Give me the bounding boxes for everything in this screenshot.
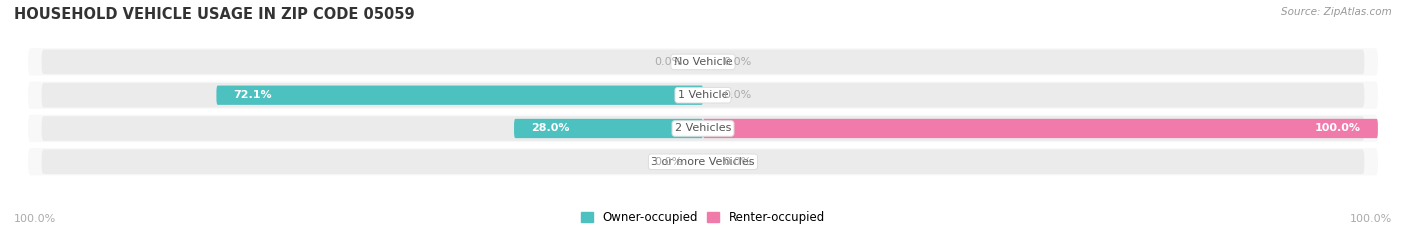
FancyBboxPatch shape (515, 119, 703, 138)
FancyBboxPatch shape (28, 82, 1378, 109)
Text: 2 Vehicles: 2 Vehicles (675, 123, 731, 134)
FancyBboxPatch shape (28, 148, 1378, 175)
Text: 100.0%: 100.0% (1315, 123, 1361, 134)
FancyBboxPatch shape (28, 115, 1378, 142)
FancyBboxPatch shape (217, 86, 703, 105)
Text: 3 or more Vehicles: 3 or more Vehicles (651, 157, 755, 167)
Text: 72.1%: 72.1% (233, 90, 271, 100)
Text: 28.0%: 28.0% (531, 123, 569, 134)
Text: 100.0%: 100.0% (1350, 214, 1392, 224)
Text: 0.0%: 0.0% (655, 157, 683, 167)
Text: No Vehicle: No Vehicle (673, 57, 733, 67)
FancyBboxPatch shape (28, 48, 1378, 75)
FancyBboxPatch shape (42, 50, 1364, 74)
FancyBboxPatch shape (42, 83, 1364, 107)
Text: 0.0%: 0.0% (723, 157, 751, 167)
Text: 0.0%: 0.0% (723, 57, 751, 67)
Text: HOUSEHOLD VEHICLE USAGE IN ZIP CODE 05059: HOUSEHOLD VEHICLE USAGE IN ZIP CODE 0505… (14, 7, 415, 22)
Text: 1 Vehicle: 1 Vehicle (678, 90, 728, 100)
FancyBboxPatch shape (42, 116, 1364, 141)
Text: Source: ZipAtlas.com: Source: ZipAtlas.com (1281, 7, 1392, 17)
Text: 0.0%: 0.0% (723, 90, 751, 100)
FancyBboxPatch shape (42, 149, 1364, 174)
FancyBboxPatch shape (703, 119, 1378, 138)
Text: 100.0%: 100.0% (14, 214, 56, 224)
Text: 0.0%: 0.0% (655, 57, 683, 67)
Legend: Owner-occupied, Renter-occupied: Owner-occupied, Renter-occupied (576, 206, 830, 229)
